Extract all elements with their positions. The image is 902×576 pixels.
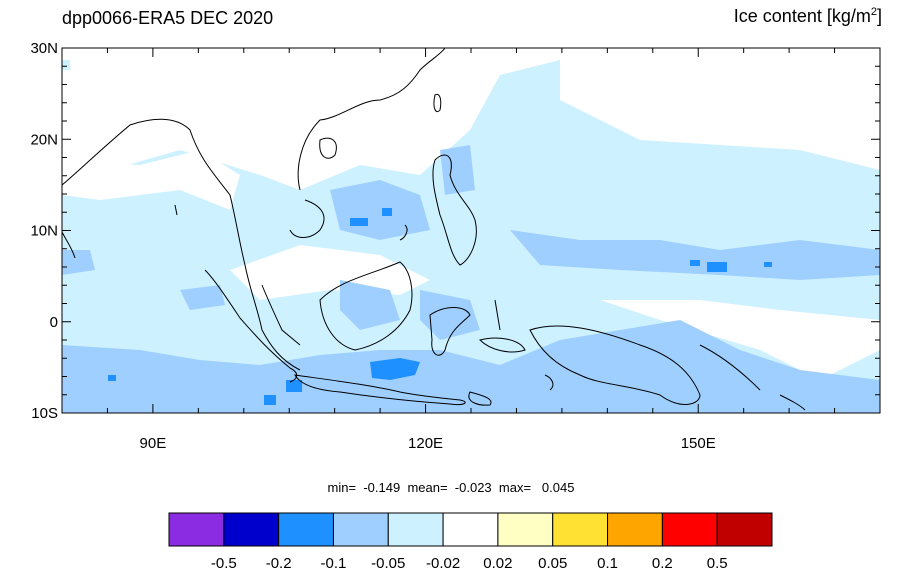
- colorbar-box: [223, 512, 280, 547]
- lat-label: 0: [50, 314, 58, 331]
- lon-label: 90E: [140, 435, 167, 452]
- stat-min: -0.149: [363, 480, 401, 495]
- colorbar-box: [552, 512, 609, 547]
- colorbar-label: 0.02: [483, 555, 512, 572]
- colorbar-box: [607, 512, 663, 547]
- lat-label: 10S: [31, 405, 58, 422]
- colorbar-label: -0.5: [211, 555, 237, 572]
- colorbar-box: [168, 512, 225, 547]
- field-white-patches: [62, 48, 880, 380]
- colorbar-box: [661, 512, 718, 547]
- lat-label: 10N: [30, 223, 58, 240]
- colorbar-label: 0.1: [597, 555, 618, 572]
- lat-label: 20N: [30, 131, 58, 148]
- ice-content-map: 30N 20N 10N 0 10S 90E 120E 150E: [30, 40, 881, 452]
- colorbar-label: -0.02: [426, 555, 460, 572]
- colorbar-box: [442, 512, 499, 547]
- colorbar-label: -0.2: [266, 555, 292, 572]
- colorbar-box: [716, 512, 773, 547]
- field-medium-layer: [62, 145, 880, 413]
- axis-ticks: [61, 47, 881, 414]
- colorbar-box: [278, 512, 334, 547]
- statistics-line: min= -0.149 mean= -0.023 max= 0.045: [327, 480, 575, 495]
- colorbar-box: [387, 512, 444, 547]
- latitude-labels: 30N 20N 10N 0 10S: [30, 40, 58, 422]
- stat-max: 0.045: [541, 480, 575, 495]
- lat-label: 30N: [30, 40, 58, 57]
- colorbar-label: -0.1: [321, 555, 347, 572]
- colorbar-box: [332, 512, 389, 547]
- colorbar-label: 0.05: [538, 555, 567, 572]
- coastlines: [62, 48, 806, 411]
- variable-title: Ice content [kg/m2]: [733, 6, 882, 26]
- colorbar-box: [497, 512, 554, 547]
- map-title: dpp0066-ERA5 DEC 2020: [62, 8, 274, 28]
- lon-label: 150E: [681, 435, 716, 452]
- colorbar-label: 0.2: [652, 555, 673, 572]
- colorbar-label: -0.05: [371, 555, 405, 572]
- stat-mean: -0.023: [454, 480, 492, 495]
- lon-label: 120E: [408, 435, 443, 452]
- field-strong-layer: [108, 208, 772, 405]
- colorbar-label: 0.5: [707, 555, 728, 572]
- longitude-labels: 90E 120E 150E: [140, 435, 716, 452]
